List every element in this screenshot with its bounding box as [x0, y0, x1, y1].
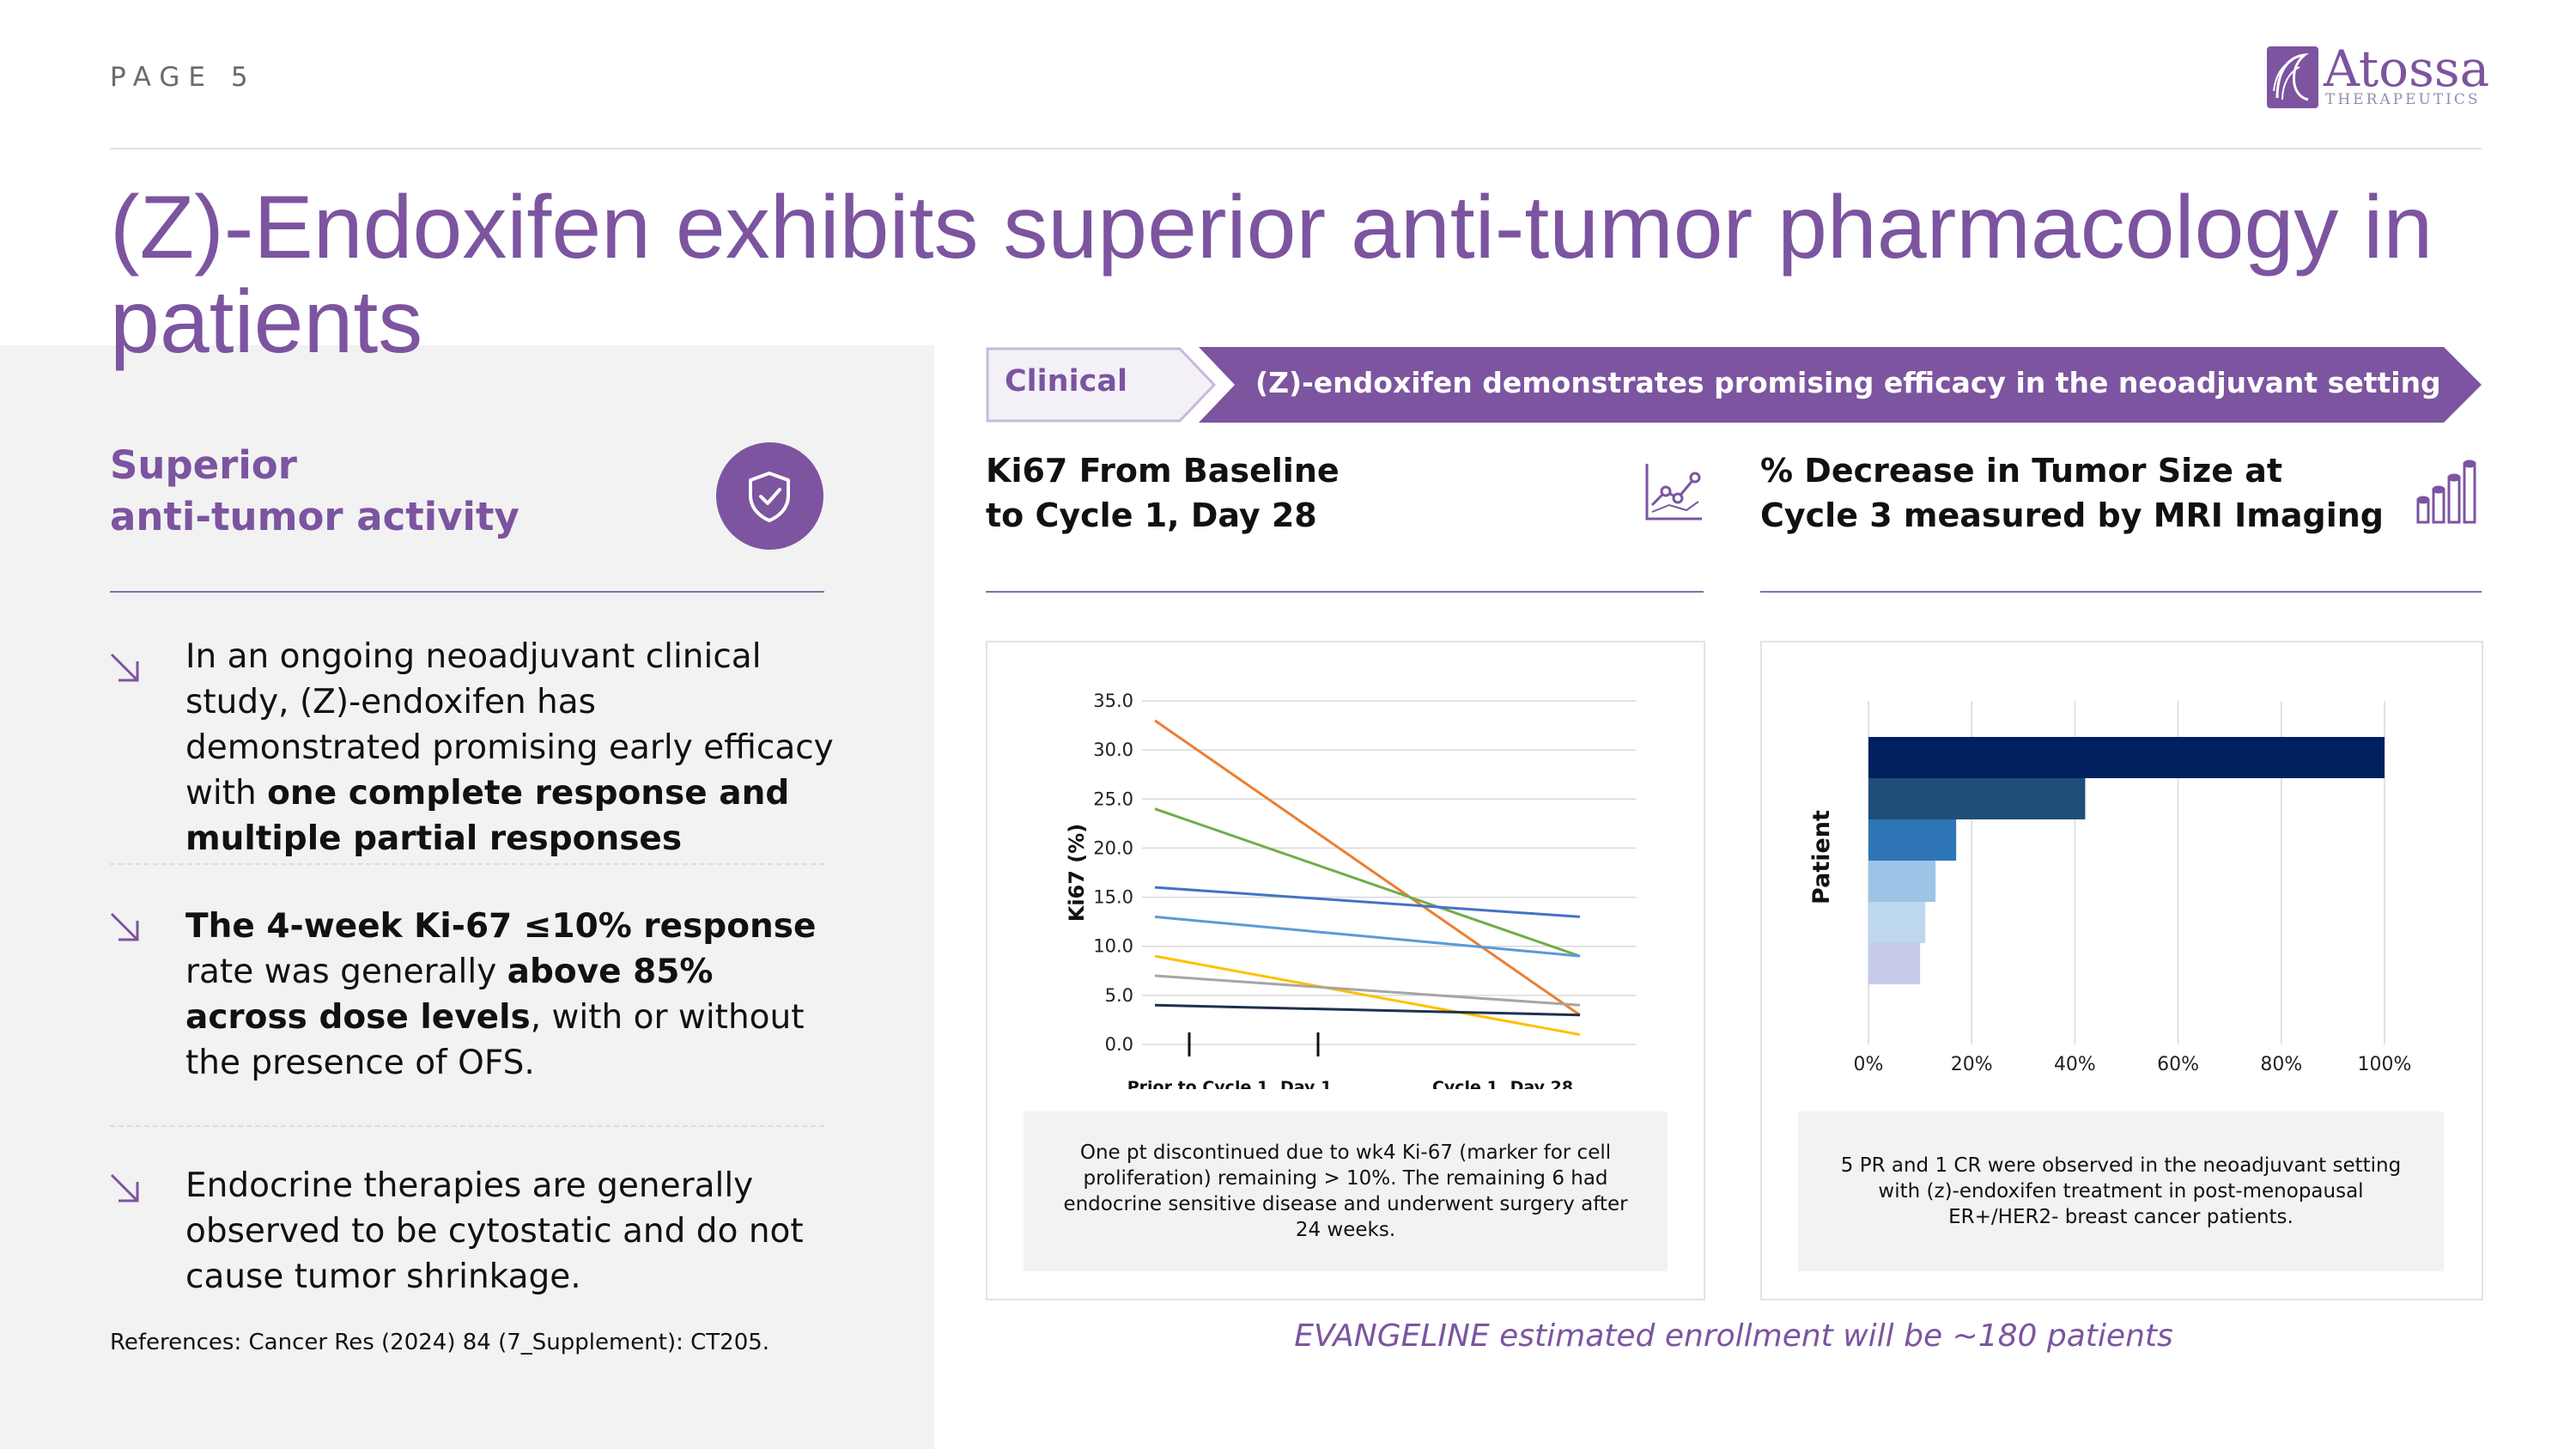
page-number: PAGE 5 [110, 62, 257, 93]
y-axis-label: Patient [1808, 810, 1835, 904]
clinical-tab-label: Clinical [1005, 364, 1127, 399]
y-tick-label: 5.0 [1105, 985, 1133, 1006]
logo-name: Atossa [2324, 40, 2490, 98]
arrow-down-right-icon [108, 651, 143, 685]
references: References: Cancer Res (2024) 84 (7_Supp… [110, 1330, 770, 1355]
bullet-divider [110, 1125, 824, 1127]
x-tick-label: 20% [1951, 1054, 1993, 1075]
bullet-1-text: In an ongoing neoadjuvant clinical study… [185, 637, 834, 813]
shield-check-icon [716, 442, 823, 550]
bullet-2-text-a: rate was generally [185, 953, 507, 991]
section-title-line2: anti-tumor activity [110, 494, 519, 539]
section-divider [110, 591, 824, 593]
bullet-text-3: Endocrine therapies are generally observ… [185, 1166, 804, 1296]
page-title: (Z)-Endoxifen exhibits superior anti-tum… [110, 178, 2433, 372]
series-line [1154, 954, 1581, 1037]
bullet-2-bold-a: The 4-week Ki-67 ≤10% response [185, 907, 817, 946]
x-tick-label: 100% [2358, 1054, 2412, 1075]
chart2-container: 0%20%40%60%80%100%Percent Decrease From … [1760, 641, 2483, 1300]
chart2-title-line2: Cycle 3 measured by MRI Imaging [1760, 496, 2385, 534]
bullet-1-bold: one complete response and multiple parti… [185, 774, 790, 858]
tumor-size-bar-chart: 0%20%40%60%80%100%Percent Decrease From … [1808, 701, 2412, 1117]
arrow-down-right-icon [108, 910, 143, 945]
x-tick-label: Prior to Cycle 1, Day 1 [1127, 1078, 1332, 1089]
chart1-title: Ki67 From Baseline to Cycle 1, Day 28 [986, 448, 1340, 538]
series-line [1154, 974, 1581, 1007]
y-tick-label: 0.0 [1105, 1034, 1133, 1055]
x-tick-label: 60% [2157, 1054, 2199, 1075]
clinical-tab [986, 347, 1218, 423]
bar [1868, 819, 1957, 861]
chart2-divider [1760, 591, 2482, 593]
logo-mark-icon [2267, 46, 2318, 108]
series-line [1154, 886, 1581, 918]
headline-banner [1199, 347, 2482, 423]
company-logo: Atossa THERAPEUTICS [2267, 40, 2489, 112]
bullet-2-bold-b: above 85% across dose levels [185, 953, 714, 1037]
bullet-divider [110, 863, 824, 865]
series-line [1154, 719, 1581, 1016]
header-divider [110, 148, 2482, 149]
chart1-container: 0.0 5.0 10.0 15.0 20.0 25.0 30.0 35.0 Ki67 (%) Pr… [986, 641, 1705, 1300]
series-line [1154, 915, 1581, 958]
bar [1868, 861, 1936, 902]
y-tick-label: 10.0 [1093, 936, 1133, 957]
y-tick-label: 15.0 [1093, 887, 1133, 908]
bar-chart-icon [2415, 457, 2483, 526]
bar [1868, 778, 2086, 819]
series-line [1154, 807, 1581, 958]
banner-headline: (Z)-endoxifen demonstrates promising eff… [1255, 366, 2441, 399]
chart1-note: One pt discontinued due to wk4 Ki-67 (ma… [1024, 1111, 1668, 1271]
bar [1868, 902, 1926, 943]
line-chart-icon [1643, 462, 1704, 522]
ki67-line-chart: 0.0 5.0 10.0 15.0 20.0 25.0 30.0 35.0 Ki67 (%) Pr… [1065, 691, 1636, 1097]
bullet-text-2: The 4-week Ki-67 ≤10% response rate was … [185, 904, 838, 1086]
bar [1868, 943, 1921, 984]
x-tick-label: Cycle 1, Day 28 [1432, 1078, 1573, 1089]
arrow-down-right-icon [108, 1172, 143, 1206]
bullet-2-text-b: , with or without the presence of OFS. [185, 998, 805, 1082]
x-tick-label: 40% [2054, 1054, 2096, 1075]
enrollment-note: EVANGELINE estimated enrollment will be … [1294, 1318, 2173, 1354]
y-tick-label: 35.0 [1093, 691, 1133, 711]
series-line [1154, 1003, 1581, 1017]
chart1-title-line1: Ki67 From Baseline [986, 452, 1340, 490]
chart2-title: % Decrease in Tumor Size at Cycle 3 meas… [1760, 448, 2384, 538]
x-tick-label: 0% [1854, 1054, 1884, 1075]
section-title: Superior anti-tumor activity [110, 440, 519, 543]
bar [1868, 737, 2385, 778]
y-tick-label: 20.0 [1093, 837, 1133, 858]
y-axis-label: Ki67 (%) [1065, 824, 1089, 922]
x-tick-label: 80% [2260, 1054, 2302, 1075]
chart2-title-line1: % Decrease in Tumor Size at [1760, 452, 2283, 490]
chart2-note: 5 PR and 1 CR were observed in the neoad… [1798, 1111, 2444, 1271]
chart1-divider [986, 591, 1704, 593]
y-tick-label: 30.0 [1093, 740, 1133, 760]
bullet-text-1: In an ongoing neoadjuvant clinical study… [185, 634, 838, 861]
y-tick-label: 25.0 [1093, 788, 1133, 809]
section-title-line1: Superior [110, 442, 297, 488]
logo-subtitle: THERAPEUTICS [2325, 91, 2481, 108]
chart1-title-line2: to Cycle 1, Day 28 [986, 496, 1317, 534]
